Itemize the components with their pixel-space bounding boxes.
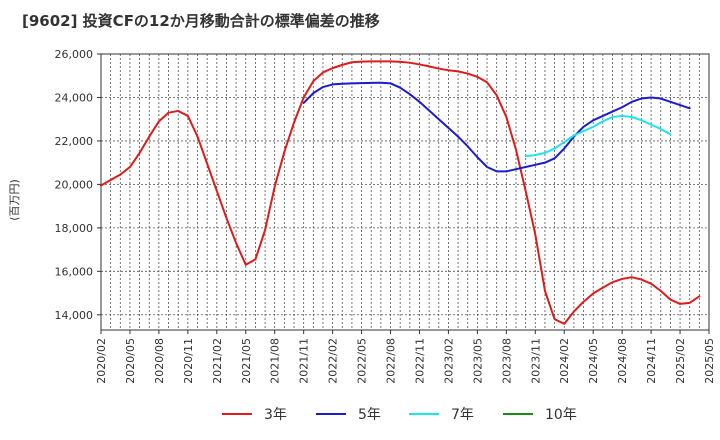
x-tick-label: 2024/02 xyxy=(558,338,571,384)
x-tick-label: 2020/05 xyxy=(124,338,137,384)
legend: 3年 5年 7年 10年 xyxy=(222,407,577,423)
series-line xyxy=(100,60,701,325)
y-tick-label: 14,000 xyxy=(55,309,94,322)
x-tick-label: 2022/02 xyxy=(327,338,340,384)
x-tick-label: 2020/02 xyxy=(95,338,108,384)
series-line xyxy=(524,114,672,158)
x-tick-label: 2023/02 xyxy=(442,338,455,384)
x-tick-label: 2020/08 xyxy=(153,338,166,384)
y-axis-ticks: 14,000 16,000 18,000 20,000 22,000 24,000 26,0… xyxy=(55,48,101,322)
x-tick-label: 2024/08 xyxy=(616,338,629,384)
x-tick-label: 2022/08 xyxy=(385,338,398,384)
legend-label: 10年 xyxy=(545,407,577,423)
y-tick-label: 24,000 xyxy=(55,91,94,104)
legend-label: 7年 xyxy=(451,407,474,423)
y-tick-label: 20,000 xyxy=(55,178,94,191)
x-tick-label: 2024/05 xyxy=(587,338,600,384)
legend-label: 3年 xyxy=(264,407,287,423)
x-tick-label: 2021/11 xyxy=(298,338,311,384)
y-tick-label: 22,000 xyxy=(55,135,94,148)
legend-label: 5年 xyxy=(358,407,381,423)
plot-frame xyxy=(100,53,710,331)
x-tick-label: 2021/08 xyxy=(269,338,282,384)
x-tick-label: 2023/08 xyxy=(500,338,513,384)
chart-title: [9602] 投資CFの12か月移動合計の標準偏差の推移 xyxy=(22,12,380,30)
x-tick-label: 2021/05 xyxy=(240,338,253,384)
series-line xyxy=(302,81,691,173)
x-tick-label: 2025/02 xyxy=(674,338,687,384)
x-tick-label: 2025/05 xyxy=(703,338,716,384)
x-tick-label: 2020/11 xyxy=(182,338,195,384)
y-tick-label: 26,000 xyxy=(55,48,94,61)
plot-area xyxy=(101,54,709,330)
x-tick-label: 2024/11 xyxy=(645,338,658,384)
y-axis-label: (百万円) xyxy=(8,179,21,221)
x-tick-label: 2022/11 xyxy=(413,338,426,384)
x-tick-label: 2023/11 xyxy=(529,338,542,384)
x-axis-ticks: 2020/02 2020/05 2020/08 2020/11 2021/02 2021/… xyxy=(95,330,716,384)
y-tick-label: 16,000 xyxy=(55,265,94,278)
x-tick-label: 2023/05 xyxy=(471,338,484,384)
series-layer xyxy=(100,60,701,325)
x-tick-label: 2021/02 xyxy=(211,338,224,384)
x-tick-label: 2022/05 xyxy=(356,338,369,384)
y-tick-label: 18,000 xyxy=(55,222,94,235)
